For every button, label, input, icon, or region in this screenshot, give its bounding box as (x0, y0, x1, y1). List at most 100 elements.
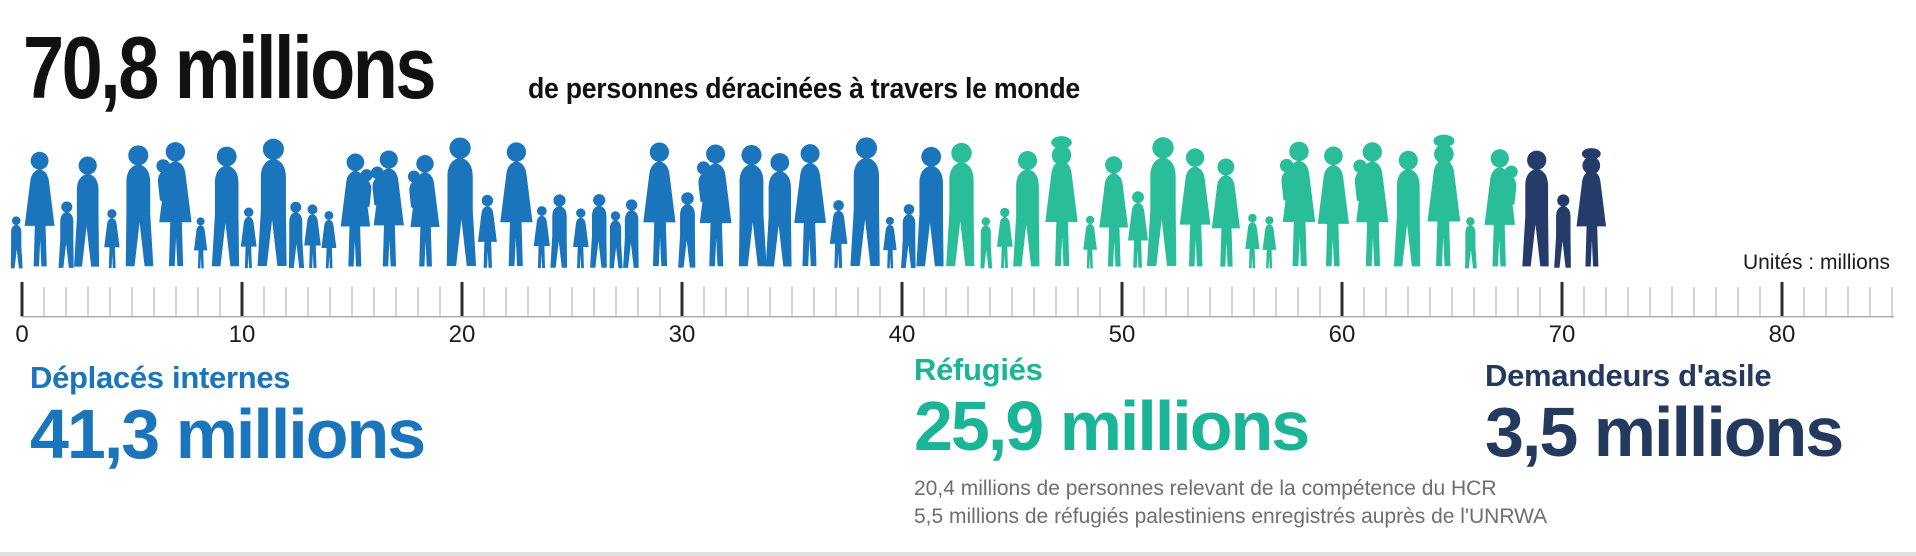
person-head (1185, 148, 1205, 167)
person-head (649, 142, 670, 162)
axis-minor-tick (571, 287, 573, 317)
stat-refugies: Réfugiés 25,9 millions 20,4 millions de … (914, 354, 1547, 531)
person-silhouette (1279, 141, 1316, 267)
axis-minor-tick (263, 287, 265, 317)
person-head (30, 151, 49, 170)
stat-value: 25,9 millions (914, 387, 1310, 465)
axis-minor-tick (835, 287, 837, 317)
child-head (360, 169, 373, 182)
person-silhouette (1245, 213, 1260, 269)
axis-major-tick (1560, 282, 1564, 317)
axis-minor-tick (1297, 287, 1299, 317)
person-silhouette (125, 145, 154, 267)
bottom-rule (0, 552, 1916, 556)
person-body (573, 217, 589, 269)
axis-minor-tick (967, 287, 969, 317)
person-body (409, 180, 421, 209)
person-body (1045, 160, 1078, 267)
head-bundle (1581, 148, 1601, 160)
axis-minor-tick (637, 287, 639, 317)
person-body (257, 158, 287, 267)
axis-minor-tick (1143, 287, 1145, 317)
axis-minor-tick (879, 287, 881, 317)
person-silhouette (1179, 148, 1211, 267)
axis-major-tick (680, 282, 684, 317)
person-head (243, 207, 254, 217)
axis-minor-tick (1583, 287, 1585, 317)
person-silhouette (74, 156, 100, 267)
axis-minor-tick (505, 287, 507, 317)
person-head (449, 137, 471, 159)
person-head (196, 217, 205, 226)
person-body (1179, 166, 1211, 267)
person-head (216, 146, 237, 167)
person-head (11, 216, 21, 225)
person-body (850, 157, 880, 267)
person-head (165, 142, 186, 162)
axis-tick-label: 70 (1549, 321, 1576, 348)
person-head (78, 156, 97, 175)
person-head (324, 210, 334, 220)
person-body (1354, 170, 1368, 202)
person-body (1281, 170, 1294, 202)
person-body (288, 212, 305, 268)
child-head (1279, 158, 1294, 173)
person-head (741, 145, 762, 166)
person-body (74, 173, 100, 267)
total-subtitle: de personnes déracinées à travers le mon… (528, 73, 1081, 105)
axis-minor-tick (1165, 287, 1167, 317)
person-body (883, 224, 897, 269)
person-head (981, 217, 991, 226)
people-pictogram (10, 134, 1607, 269)
axis-unit-label: Unités : millions (1742, 251, 1890, 274)
person-silhouette (643, 142, 676, 267)
person-head (1132, 191, 1144, 204)
person-head (1557, 194, 1570, 207)
person-silhouette (500, 142, 533, 267)
axis-minor-tick (1649, 287, 1651, 317)
person-silhouette (211, 146, 240, 267)
axis-minor-tick (1033, 287, 1035, 317)
person-body (623, 210, 639, 268)
axis-major-tick (20, 282, 24, 317)
person-body (1262, 224, 1277, 269)
person-silhouette (1099, 156, 1129, 267)
axis-minor-tick (1209, 287, 1211, 317)
axis-minor-tick (1759, 287, 1761, 317)
axis-minor-tick (1275, 287, 1277, 317)
axis-minor-tick (87, 287, 89, 317)
axis-minor-tick (1253, 287, 1255, 317)
person-silhouette (321, 210, 337, 269)
person-body (372, 177, 384, 206)
person-silhouette (623, 199, 639, 268)
person-head (536, 206, 547, 216)
axis-minor-tick (1803, 287, 1805, 317)
person-body (590, 205, 607, 268)
person-body (1393, 168, 1421, 267)
person-body (1013, 168, 1040, 267)
stat-label: Demandeurs d'asile (1485, 358, 1772, 393)
axis-tick-label: 60 (1329, 321, 1356, 348)
person-silhouette (738, 145, 767, 267)
person-head (290, 201, 302, 213)
person-silhouette (257, 138, 287, 267)
axis-tick-label: 30 (669, 321, 696, 348)
person-body (1427, 159, 1461, 267)
person-head (1248, 213, 1257, 223)
axis-minor-tick (1869, 287, 1871, 317)
axis-tick-label: 40 (889, 321, 916, 348)
person-head (576, 208, 586, 218)
person-body (980, 225, 993, 269)
axis-minor-tick (1407, 287, 1409, 317)
axis-minor-tick (615, 287, 617, 317)
person-body (643, 161, 676, 267)
person-silhouette (477, 194, 497, 268)
axis-major-tick (1340, 282, 1344, 317)
axis-minor-tick (923, 287, 925, 317)
stat-value: 3,5 millions (1485, 393, 1844, 471)
child-head (371, 166, 384, 180)
person-head (128, 145, 149, 166)
axis-minor-tick (1715, 287, 1717, 317)
person-head (1490, 149, 1509, 168)
